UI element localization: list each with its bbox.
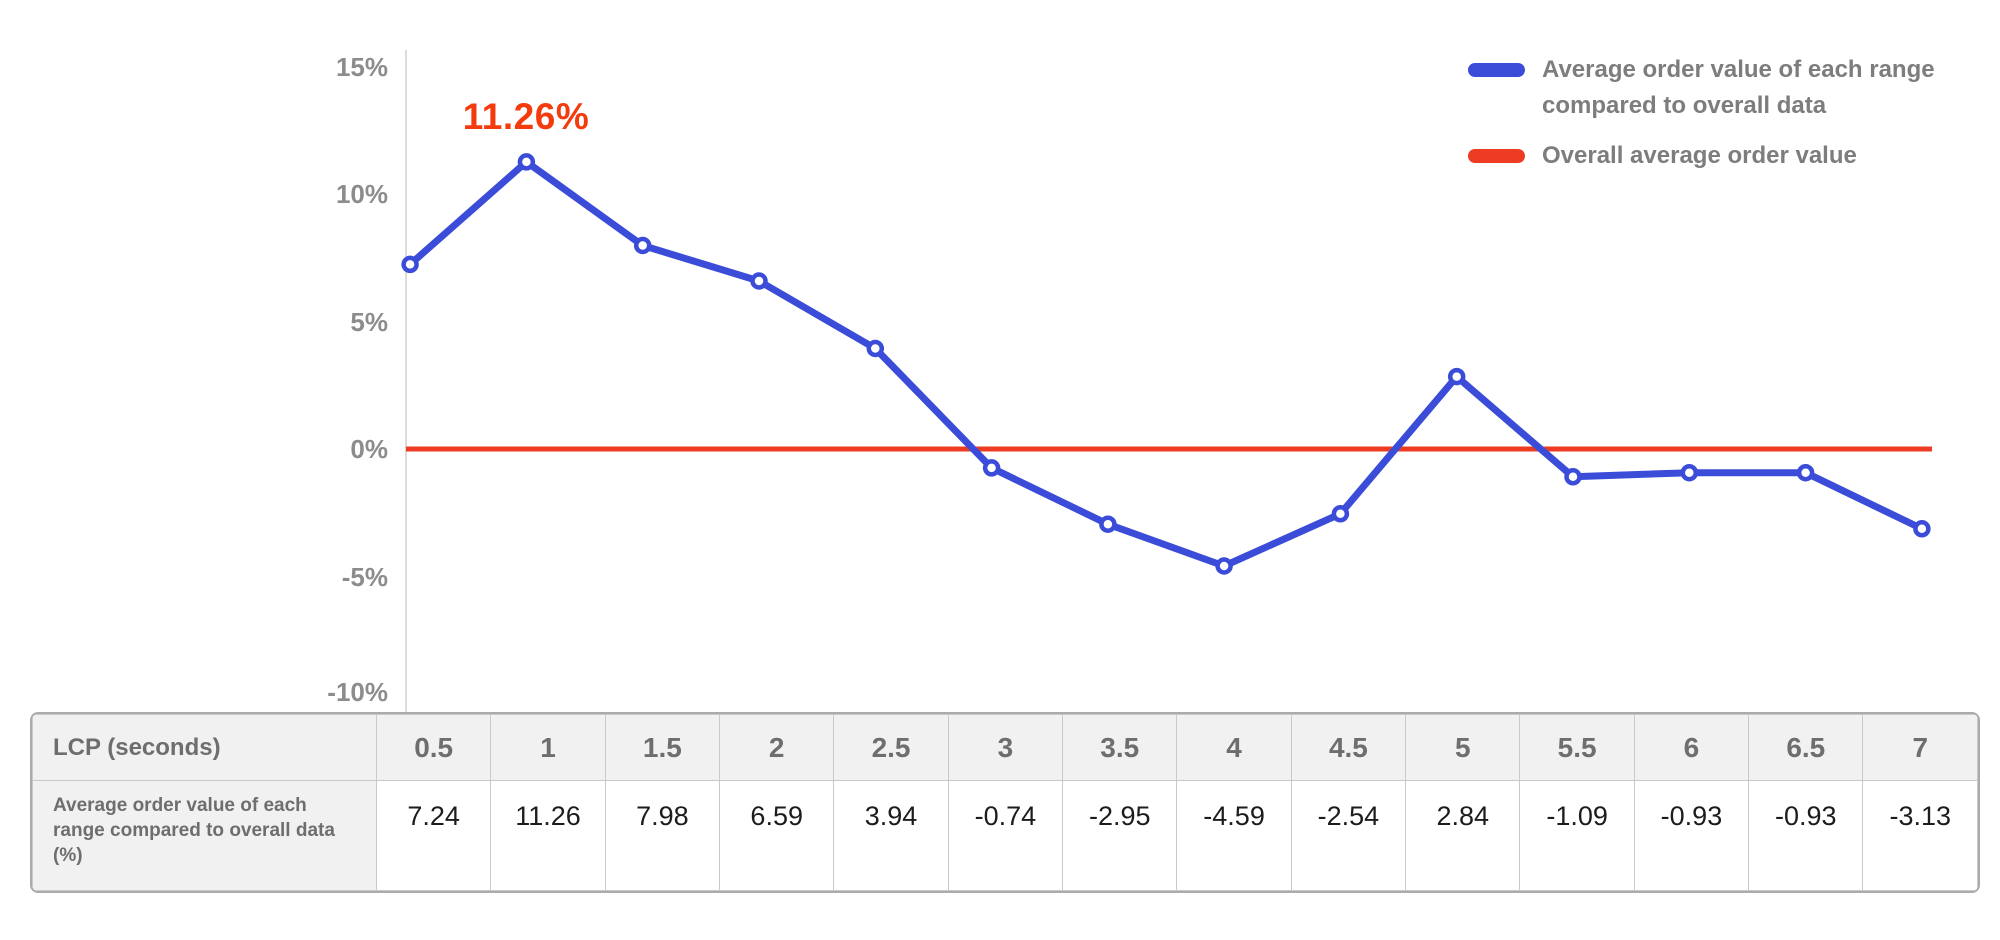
value-cell: 11.26 [490,780,606,891]
chart-legend: Average order value of each range compar… [1468,52,1937,174]
y-axis-tick-label: 0% [350,434,388,464]
data-point-marker[interactable] [633,236,652,255]
data-point-marker[interactable] [750,272,768,290]
lcp-header-cell: 2 [719,714,835,781]
data-table-wrapper: LCP (seconds) 0.5 1 1.5 2 2.5 3 3.5 4 4.5 5 5.5 6 6.… [30,712,1980,893]
lcp-header-cell: 3.5 [1062,714,1178,781]
data-point-marker[interactable] [1099,515,1117,533]
legend-item[interactable]: Overall average order value [1468,138,1937,174]
lcp-header-cell: 1.5 [604,714,721,781]
lcp-header-cell: 5.5 [1519,714,1635,781]
legend-item[interactable]: Average order value of each range compar… [1468,52,1937,124]
lcp-header-cell: 6 [1633,714,1750,781]
value-cell: -1.09 [1519,780,1635,891]
value-cell: -4.59 [1176,780,1292,891]
lcp-header-cell: 1 [490,714,606,781]
value-cell: -3.13 [1862,780,1978,891]
data-point-marker[interactable] [866,339,885,358]
y-axis-tick-label: 15% [335,51,388,82]
value-cell: -0.93 [1748,780,1864,891]
data-point-marker[interactable] [1680,463,1699,482]
data-point-marker[interactable] [1913,520,1931,538]
data-point-marker[interactable] [1564,468,1582,486]
data-point-marker[interactable] [1447,367,1466,386]
value-cell: 3.94 [833,780,949,891]
value-cell: 6.59 [719,780,835,891]
data-point-marker[interactable] [1215,557,1233,575]
y-axis-tick-label: 10% [335,179,388,209]
lcp-header-cell: 7 [1862,714,1978,781]
data-point-marker[interactable] [1796,463,1815,482]
line-chart-plot [401,50,1932,712]
legend-item-label: Average order value of each range compar… [1542,56,1935,119]
lcp-header-cell: 4.5 [1290,714,1407,781]
legend-swatch-icon [1468,149,1525,163]
data-point-marker[interactable] [982,459,1001,477]
y-axis-tick-label: 5% [350,306,388,337]
lcp-header-cell: 0.5 [375,714,492,781]
lcp-data-table: LCP (seconds) 0.5 1 1.5 2 2.5 3 3.5 4 4.5 5 5.5 6 6.… [32,714,1978,891]
data-point-marker[interactable] [401,255,419,274]
y-axis-tick-label: -10% [327,677,388,707]
value-cell: -0.74 [947,780,1064,891]
lcp-header-cell: 2.5 [833,714,949,781]
table-row1-label: LCP (seconds) [32,714,377,781]
lcp-header-cell: 5 [1405,714,1521,781]
value-cell: -0.93 [1633,780,1750,891]
data-point-marker[interactable] [1331,505,1350,523]
legend-swatch-icon [1468,63,1525,77]
lcp-header-cell: 6.5 [1748,714,1864,781]
aov-series-line[interactable] [406,158,1926,570]
value-cell: 7.24 [375,780,492,891]
data-point-marker[interactable] [517,153,536,171]
value-cell: -2.54 [1290,780,1407,891]
lcp-header-cell: 3 [947,714,1064,781]
lcp-header-cell: 4 [1176,714,1292,781]
table-row2-label: Average order value of each range compar… [32,780,377,891]
value-cell: -2.95 [1062,780,1178,891]
value-cell: 2.84 [1405,780,1521,891]
y-axis-tick-label: -5% [341,561,388,592]
peak-value-label: 11.26% [462,96,590,137]
legend-item-label: Overall average order value [1542,142,1857,169]
value-cell: 7.98 [604,780,721,891]
